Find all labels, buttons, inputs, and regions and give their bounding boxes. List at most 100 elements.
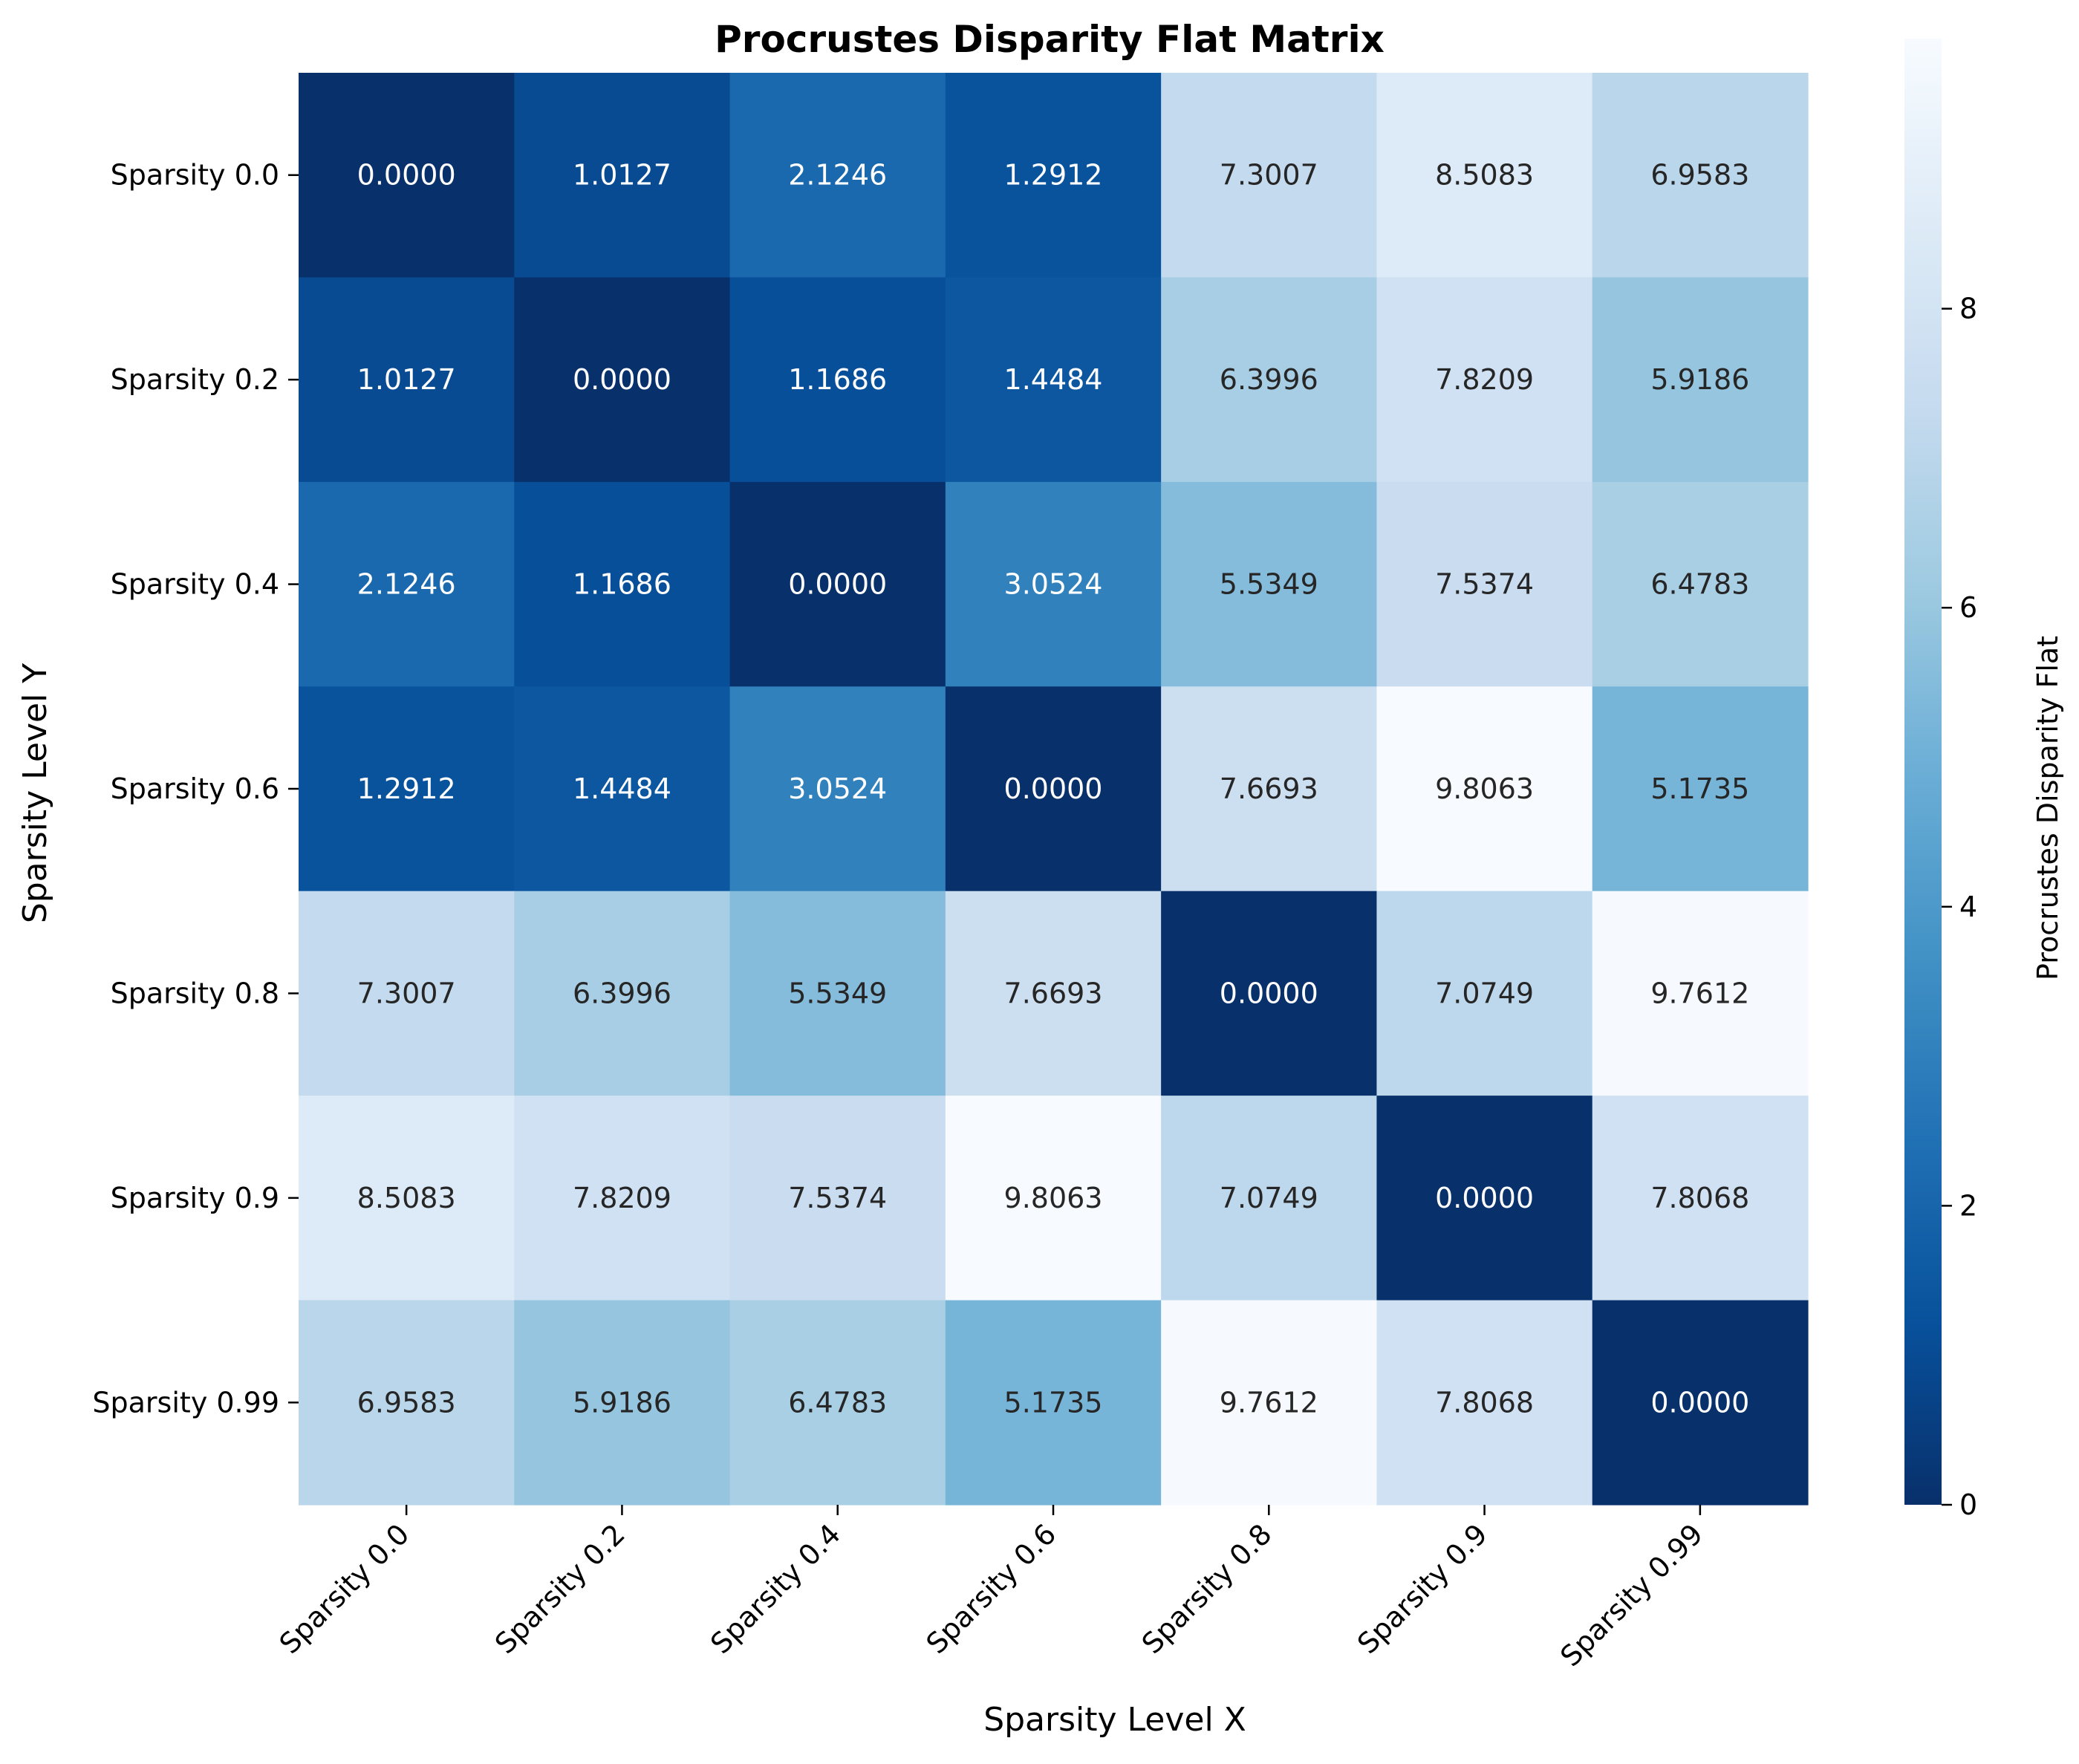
cell-value-label: 5.5349 xyxy=(1220,568,1318,601)
heatmap-cell xyxy=(299,277,515,483)
x-axis-label: Sparsity Level X xyxy=(983,1701,1246,1739)
heatmap-cell xyxy=(514,686,731,892)
cell-value-label: 8.5083 xyxy=(1435,159,1534,192)
heatmap-cell xyxy=(945,481,1162,687)
x-tick-label: Sparsity 0.9 xyxy=(1351,1517,1494,1660)
heatmap-cell xyxy=(514,73,731,279)
heatmap-cell xyxy=(514,277,731,483)
colorbar-tick-label: 4 xyxy=(1959,891,1977,923)
heatmap-cell xyxy=(299,686,515,892)
heatmap-cell xyxy=(729,73,946,279)
x-tick-label: Sparsity 0.99 xyxy=(1554,1517,1709,1673)
heatmap-cell xyxy=(1592,1300,1809,1506)
cell-value-label: 7.6693 xyxy=(1220,772,1318,805)
cell-value-label: 0.0000 xyxy=(1220,977,1318,1009)
cell-value-label: 9.7612 xyxy=(1220,1386,1318,1419)
heatmap-cell xyxy=(1161,1096,1378,1301)
heatmap-cell xyxy=(299,1300,515,1506)
cell-value-label: 1.4484 xyxy=(1004,363,1103,396)
heatmap-cell xyxy=(1161,481,1378,687)
heatmap-cell xyxy=(1592,73,1809,279)
heatmap-cell xyxy=(945,891,1162,1096)
cell-value-label: 0.0000 xyxy=(573,363,671,396)
x-tick-label: Sparsity 0.8 xyxy=(1136,1517,1278,1660)
y-tick-label: Sparsity 0.4 xyxy=(111,568,279,601)
colorbar-gradient xyxy=(1904,39,1942,1505)
heatmap-cell xyxy=(729,891,946,1096)
colorbar-tick-label: 6 xyxy=(1959,591,1977,624)
cell-value-label: 6.9583 xyxy=(357,1386,456,1419)
cell-value-label: 1.1686 xyxy=(788,363,887,396)
heatmap-cell xyxy=(729,277,946,483)
cell-value-label: 6.3996 xyxy=(1220,363,1318,396)
heatmap-cell xyxy=(514,891,731,1096)
heatmap-cell xyxy=(729,686,946,892)
heatmap-cell xyxy=(1161,686,1378,892)
cell-value-label: 6.4783 xyxy=(1650,568,1749,601)
heatmap-cell xyxy=(1161,1300,1378,1506)
cell-value-label: 6.3996 xyxy=(573,977,671,1009)
heatmap-cell xyxy=(945,277,1162,483)
y-tick-label: Sparsity 0.8 xyxy=(111,977,279,1009)
cell-value-label: 0.0000 xyxy=(357,159,456,192)
cell-value-label: 7.8209 xyxy=(1435,363,1534,396)
colorbar-tick-label: 2 xyxy=(1959,1189,1977,1222)
heatmap-cell xyxy=(514,1096,731,1301)
heatmap-cell xyxy=(729,1300,946,1506)
heatmap-cell xyxy=(945,1300,1162,1506)
heatmap-cell xyxy=(1592,686,1809,892)
heatmap-cell xyxy=(945,686,1162,892)
cell-value-label: 7.8209 xyxy=(573,1182,671,1214)
cell-value-label: 0.0000 xyxy=(1435,1182,1534,1214)
heatmap-cell xyxy=(1376,1300,1593,1506)
heatmap-cell xyxy=(1376,1096,1593,1301)
heatmap-cell xyxy=(945,73,1162,279)
heatmap-cell xyxy=(1592,277,1809,483)
cell-value-label: 1.2912 xyxy=(1004,159,1103,192)
x-tick-label: Sparsity 0.4 xyxy=(704,1517,847,1660)
cell-value-label: 1.2912 xyxy=(357,772,456,805)
heatmap-cell xyxy=(514,481,731,687)
cell-value-label: 1.0127 xyxy=(573,159,671,192)
heatmap-cell xyxy=(1592,481,1809,687)
heatmap-cell xyxy=(1376,686,1593,892)
y-tick-label: Sparsity 0.6 xyxy=(111,772,279,805)
cell-value-label: 9.7612 xyxy=(1650,977,1749,1009)
cell-value-label: 7.5374 xyxy=(788,1182,887,1214)
colorbar: 0 2 4 6 8 xyxy=(1904,39,1977,1521)
cell-value-label: 3.0524 xyxy=(788,772,887,805)
cell-value-label: 1.4484 xyxy=(573,772,671,805)
heatmap-cell xyxy=(1161,73,1378,279)
heatmap-cell xyxy=(299,481,515,687)
cell-value-label: 8.5083 xyxy=(357,1182,456,1214)
cell-value-label: 5.1735 xyxy=(1650,772,1749,805)
cell-value-label: 9.8063 xyxy=(1004,1182,1103,1214)
heatmap-cell xyxy=(1376,73,1593,279)
cell-value-label: 5.1735 xyxy=(1004,1386,1103,1419)
cell-value-label: 1.1686 xyxy=(573,568,671,601)
heatmap-layer: 0.0000 1.0127 2.1246 1.2912 7.3007 8.5083 6.95… xyxy=(299,73,1809,1506)
cell-value-label: 5.9186 xyxy=(1650,363,1749,396)
cell-value-label: 3.0524 xyxy=(1004,568,1103,601)
cell-value-label: 7.3007 xyxy=(1220,159,1318,192)
cell-value-label: 7.0749 xyxy=(1220,1182,1318,1214)
cell-value-label: 7.8068 xyxy=(1435,1386,1534,1419)
heatmap-cell xyxy=(299,1096,515,1301)
cell-value-label: 5.5349 xyxy=(788,977,887,1009)
heatmap-cell xyxy=(1161,891,1378,1096)
cell-value-label: 0.0000 xyxy=(1004,772,1103,805)
cell-value-label: 1.0127 xyxy=(357,363,456,396)
y-axis-label: Sparsity Level Y xyxy=(16,663,54,923)
x-tick-label: Sparsity 0.2 xyxy=(489,1517,631,1660)
chart-title: Procrustes Disparity Flat Matrix xyxy=(715,18,1385,61)
cell-value-label: 7.6693 xyxy=(1004,977,1103,1009)
cell-value-label: 7.5374 xyxy=(1435,568,1534,601)
heatmap-cell xyxy=(514,1300,731,1506)
x-tick-label: Sparsity 0.6 xyxy=(920,1517,1062,1660)
y-tick-label: Sparsity 0.99 xyxy=(92,1386,279,1419)
x-tick-label: Sparsity 0.0 xyxy=(273,1517,416,1660)
cell-value-label: 6.9583 xyxy=(1650,159,1749,192)
heatmap-cell xyxy=(1376,891,1593,1096)
colorbar-tick-label: 0 xyxy=(1959,1488,1977,1521)
